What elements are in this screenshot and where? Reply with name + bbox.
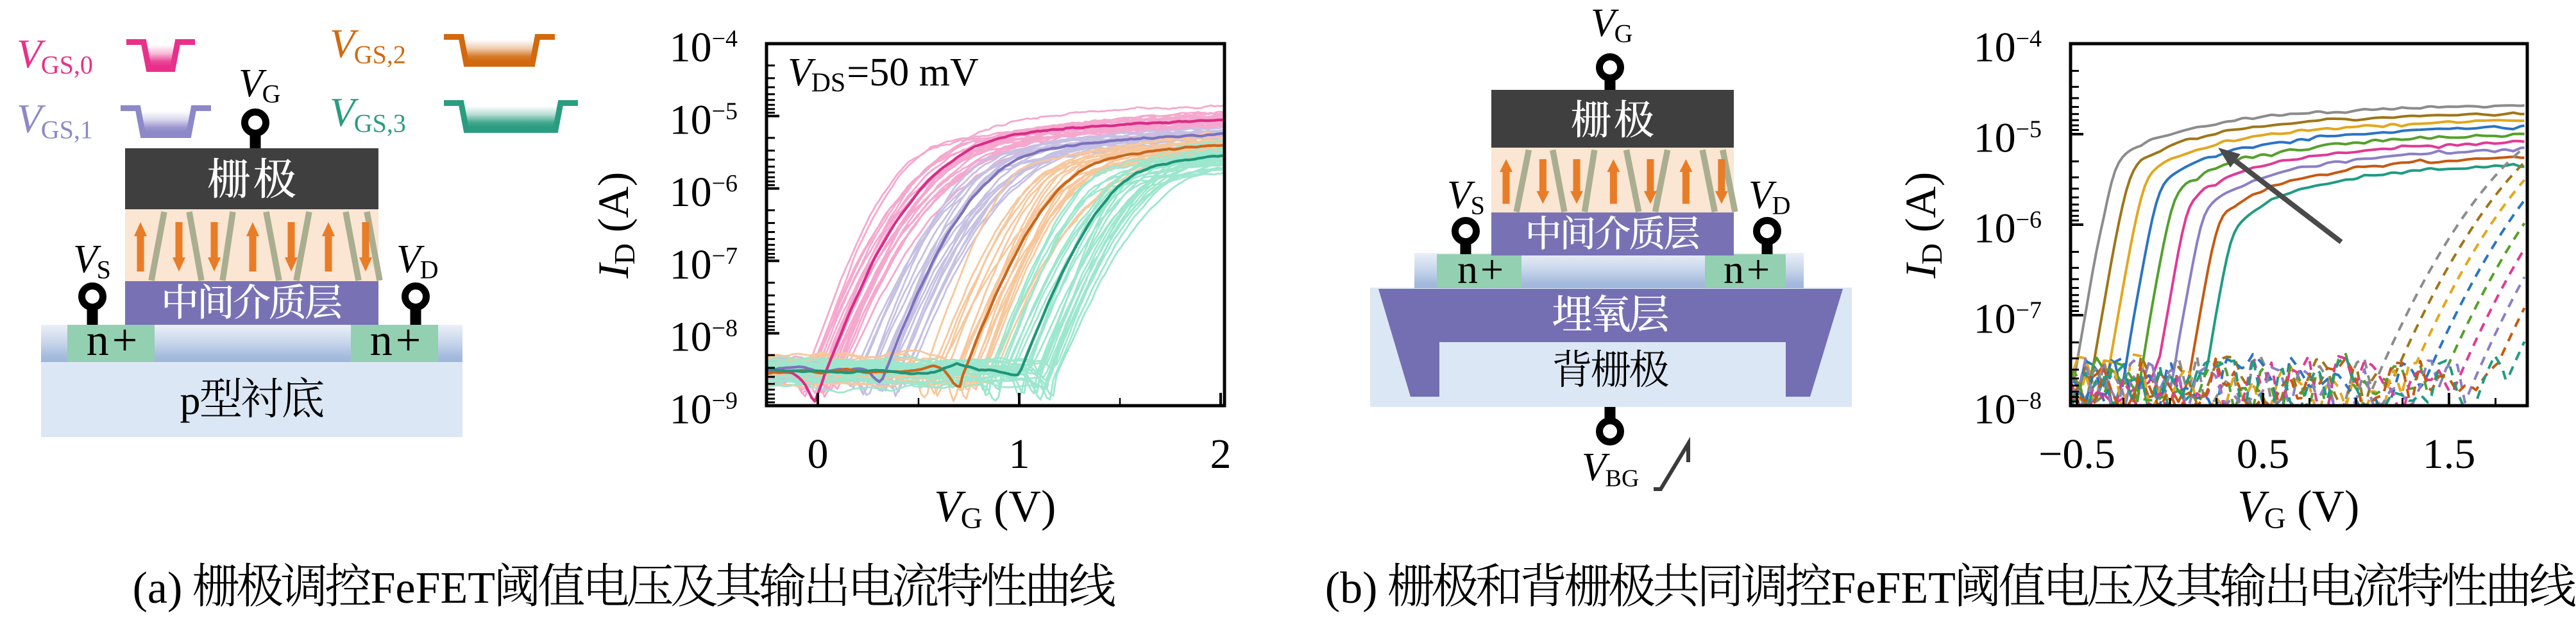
svg-text:(a): (a) (133, 564, 194, 613)
svg-text:FeFET: FeFET (371, 564, 495, 613)
svg-text:(A): (A) (1896, 172, 1945, 243)
svg-text:GS,2: GS,2 (354, 40, 406, 69)
svg-text:−5: −5 (2016, 116, 2042, 143)
svg-text:G: G (262, 79, 281, 108)
svg-text:−5: −5 (712, 98, 738, 125)
svg-text:FeFET: FeFET (1831, 564, 1955, 613)
svg-text:I: I (589, 262, 638, 279)
svg-text:GS,0: GS,0 (41, 51, 93, 80)
svg-text:−0.5: −0.5 (2038, 431, 2115, 478)
svg-text:V: V (330, 21, 359, 66)
svg-text:2: 2 (1210, 431, 1232, 478)
svg-text:−7: −7 (712, 243, 738, 270)
svg-text:GS,3: GS,3 (354, 109, 406, 138)
svg-text:V: V (788, 51, 816, 94)
svg-text:V: V (396, 238, 425, 281)
svg-text:D: D (1915, 243, 1948, 264)
svg-text:G: G (961, 502, 983, 535)
svg-text:10: 10 (670, 386, 712, 433)
svg-text:(V): (V) (983, 482, 1056, 531)
svg-text:(b): (b) (1325, 564, 1389, 613)
svg-text:−9: −9 (712, 388, 738, 415)
svg-text:10: 10 (670, 169, 712, 216)
svg-text:S: S (1471, 191, 1485, 220)
svg-text:10: 10 (1974, 115, 2016, 162)
svg-text:(A): (A) (589, 172, 638, 243)
svg-text:10: 10 (1974, 205, 2016, 252)
svg-text:10: 10 (1974, 296, 2016, 343)
svg-text:p: p (180, 377, 201, 423)
svg-text:I: I (1896, 262, 1945, 279)
svg-text:V: V (1447, 173, 1475, 217)
svg-text:−4: −4 (2016, 26, 2042, 53)
svg-text:−8: −8 (712, 315, 738, 342)
svg-text:G: G (1614, 19, 1633, 48)
svg-text:V: V (17, 31, 46, 76)
svg-text:D: D (1772, 191, 1791, 220)
svg-text:10: 10 (670, 241, 712, 288)
svg-text:1.5: 1.5 (2423, 431, 2476, 478)
svg-text:−7: −7 (2016, 297, 2042, 324)
svg-text:(V): (V) (2286, 482, 2360, 531)
svg-text:−4: −4 (712, 26, 738, 53)
svg-text:10: 10 (670, 24, 712, 71)
svg-text:=50 mV: =50 mV (847, 51, 979, 94)
svg-text:0.5: 0.5 (2237, 431, 2290, 478)
svg-text:V: V (17, 96, 46, 141)
svg-text:D: D (608, 243, 641, 264)
svg-text:10: 10 (670, 314, 712, 361)
svg-text:V: V (1749, 173, 1777, 217)
svg-text:V: V (1591, 1, 1619, 45)
svg-text:0: 0 (808, 431, 829, 478)
svg-text:10: 10 (1974, 386, 2016, 433)
svg-text:1: 1 (1009, 431, 1030, 478)
svg-text:GS,1: GS,1 (41, 116, 93, 144)
svg-text:−8: −8 (2016, 388, 2042, 415)
svg-text:DS: DS (811, 68, 846, 98)
svg-text:V: V (73, 238, 101, 281)
svg-text:−6: −6 (2016, 207, 2042, 234)
svg-text:V: V (934, 482, 966, 531)
svg-text:10: 10 (670, 96, 712, 143)
svg-text:V: V (330, 89, 359, 135)
svg-text:S: S (97, 255, 111, 284)
svg-text:−6: −6 (712, 170, 738, 197)
svg-text:V: V (239, 62, 267, 105)
svg-text:10: 10 (1974, 24, 2016, 71)
svg-text:D: D (420, 255, 439, 284)
svg-text:V: V (2237, 482, 2269, 531)
svg-text:G: G (2264, 502, 2286, 535)
svg-text:BG: BG (1606, 465, 1640, 492)
svg-text:V: V (1582, 445, 1610, 489)
